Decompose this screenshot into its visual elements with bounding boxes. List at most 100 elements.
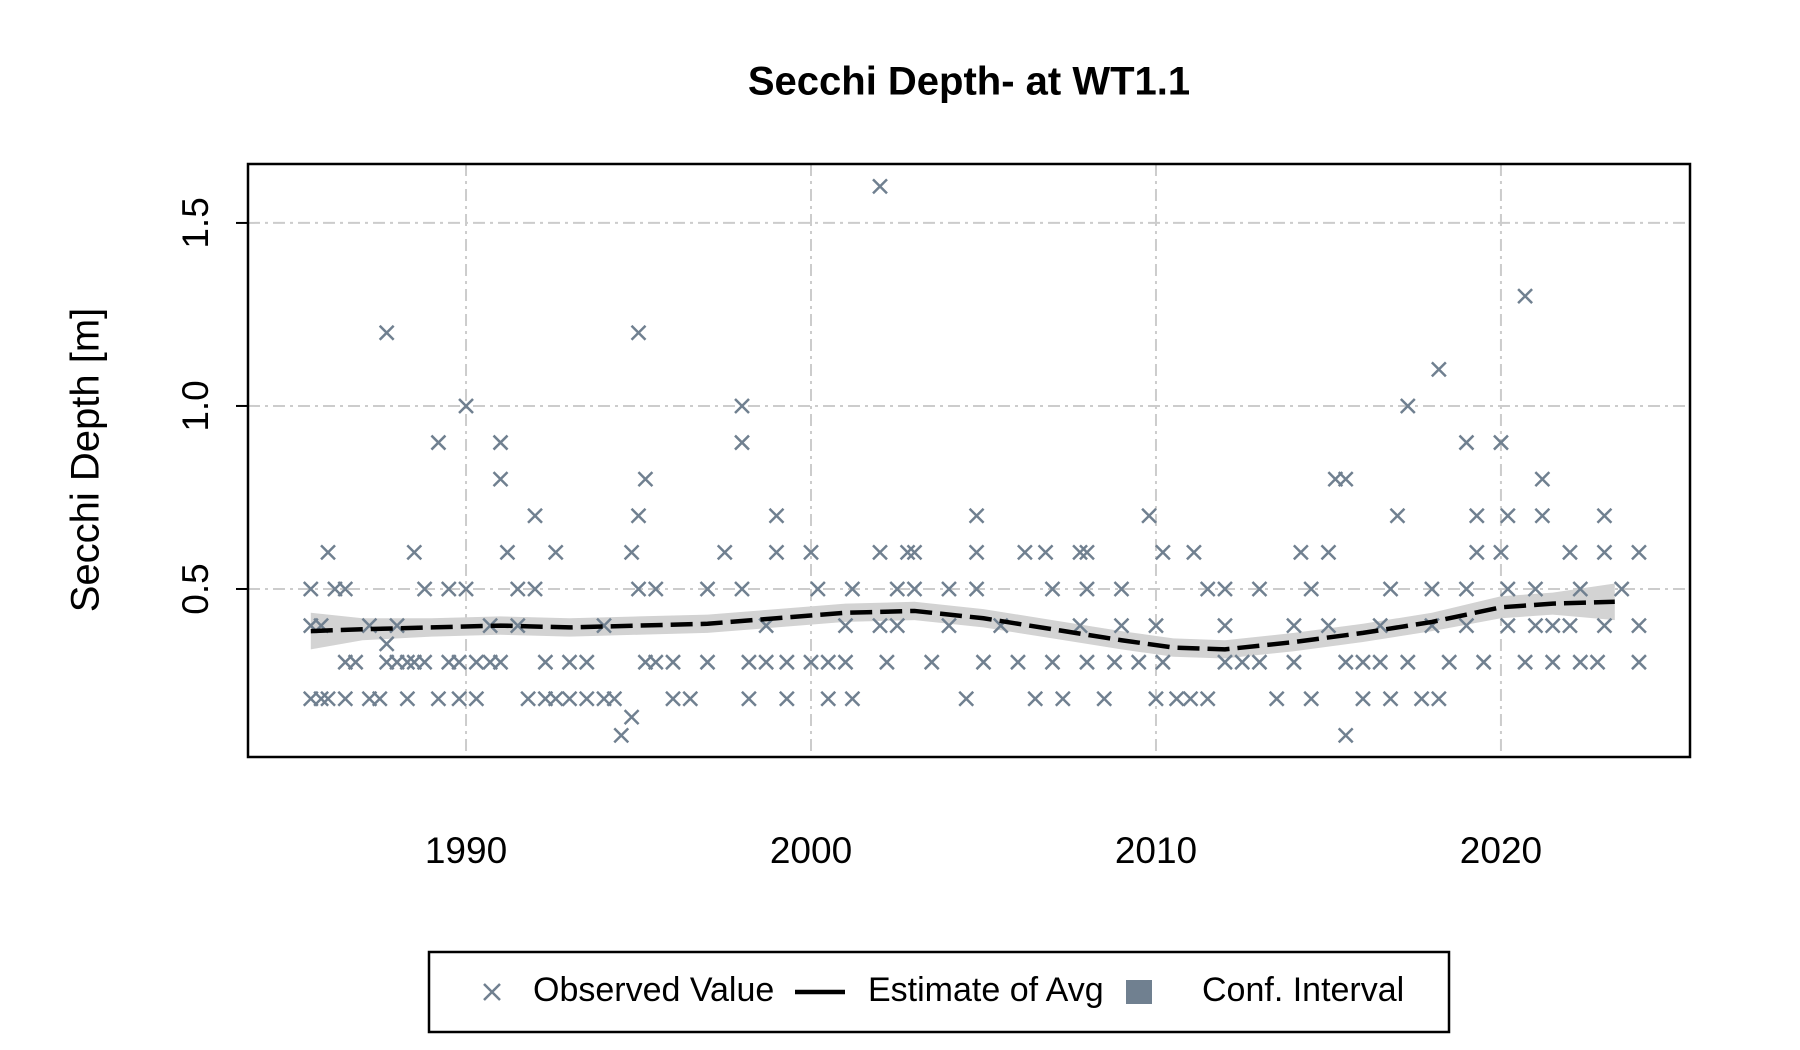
observed-point <box>1382 690 1399 707</box>
observed-point <box>1468 544 1485 561</box>
observed-point <box>1355 654 1371 671</box>
observed-point <box>1441 654 1458 671</box>
observed-point <box>1475 654 1492 671</box>
observed-point <box>734 434 750 451</box>
observed-point <box>1079 581 1095 597</box>
confidence-band <box>310 583 1615 659</box>
observed-point <box>1458 617 1475 634</box>
x-tick-label: 2010 <box>1115 830 1197 871</box>
observed-point <box>1399 654 1416 671</box>
observed-point <box>1596 507 1613 524</box>
y-axis-label: Secchi Depth [m] <box>64 308 108 613</box>
observed-point <box>468 654 485 671</box>
observed-point <box>778 654 795 671</box>
observed-point <box>803 654 819 671</box>
observed-point <box>1337 654 1354 671</box>
observed-point <box>665 654 681 671</box>
observed-point <box>1234 654 1251 671</box>
observed-point <box>1337 727 1354 744</box>
observed-point <box>1037 544 1054 561</box>
observed-point <box>968 507 985 524</box>
observed-point <box>527 581 543 597</box>
observed-point <box>1399 398 1416 414</box>
observed-point <box>1044 654 1061 671</box>
observed-point <box>1148 690 1164 707</box>
observed-point <box>1468 507 1485 524</box>
observed-point <box>778 690 795 707</box>
observed-point <box>906 544 923 561</box>
observed-point <box>1286 617 1302 634</box>
observed-point <box>1154 654 1171 671</box>
observed-point <box>1268 690 1285 707</box>
y-tick-label: 1.5 <box>175 197 216 248</box>
observed-point <box>1286 654 1302 671</box>
observed-point <box>1596 617 1613 634</box>
observed-point <box>968 544 985 561</box>
observed-point <box>1430 690 1447 707</box>
observed-point <box>1493 544 1509 561</box>
observed-point <box>647 581 664 597</box>
observed-point <box>1017 544 1033 561</box>
observed-point <box>509 581 526 597</box>
legend-label: Conf. Interval <box>1202 971 1404 1009</box>
observed-point <box>923 654 940 671</box>
observed-point <box>1562 617 1578 634</box>
observed-point <box>492 434 509 451</box>
legend-marker <box>1126 980 1152 1004</box>
observed-point <box>1493 434 1509 451</box>
observed-point <box>1027 690 1044 707</box>
observed-point <box>844 581 861 597</box>
observed-point <box>1251 581 1268 597</box>
observed-point <box>371 690 388 707</box>
observed-point <box>468 690 485 707</box>
observed-point <box>837 617 854 634</box>
observed-point <box>941 581 957 597</box>
observed-point <box>1372 654 1389 671</box>
observed-point <box>637 471 654 488</box>
observed-point <box>623 544 640 561</box>
observed-point <box>1186 544 1202 561</box>
observed-point <box>1572 581 1589 597</box>
observed-point <box>872 178 888 195</box>
observed-point <box>406 544 423 561</box>
observed-point <box>1424 581 1440 597</box>
observed-point <box>1072 544 1088 561</box>
observed-point <box>872 617 888 634</box>
observed-point <box>1355 690 1371 707</box>
observed-point <box>968 581 985 597</box>
observed-point <box>482 617 499 634</box>
observed-point <box>1389 507 1406 524</box>
observed-point <box>1303 690 1320 707</box>
observed-point <box>1589 654 1606 671</box>
observed-point <box>378 324 395 341</box>
observed-point <box>1562 544 1578 561</box>
observed-point <box>1141 507 1157 524</box>
observed-point <box>1544 654 1561 671</box>
observed-point <box>1251 654 1268 671</box>
observed-point <box>758 654 775 671</box>
observed-point <box>520 690 537 707</box>
observed-point <box>547 690 564 707</box>
observed-point <box>1199 581 1216 597</box>
observed-point <box>578 690 595 707</box>
legend-label: Estimate of Avg <box>868 971 1104 1009</box>
observed-point <box>958 690 975 707</box>
observed-point <box>1217 581 1233 597</box>
observed-point <box>596 617 612 634</box>
observed-point <box>378 636 395 652</box>
observed-point <box>337 581 354 597</box>
observed-point <box>492 471 509 488</box>
observed-point <box>623 709 640 725</box>
observed-point <box>1217 617 1233 634</box>
observed-point <box>1499 581 1516 597</box>
observed-point <box>1631 654 1647 671</box>
y-tick-label: 1.0 <box>175 380 216 431</box>
observed-point <box>1572 654 1589 671</box>
observed-point <box>1430 361 1447 378</box>
observed-point <box>1010 654 1026 671</box>
observed-point <box>416 654 433 671</box>
observed-point <box>1168 690 1185 707</box>
observed-point <box>803 544 819 561</box>
observed-point <box>665 690 681 707</box>
